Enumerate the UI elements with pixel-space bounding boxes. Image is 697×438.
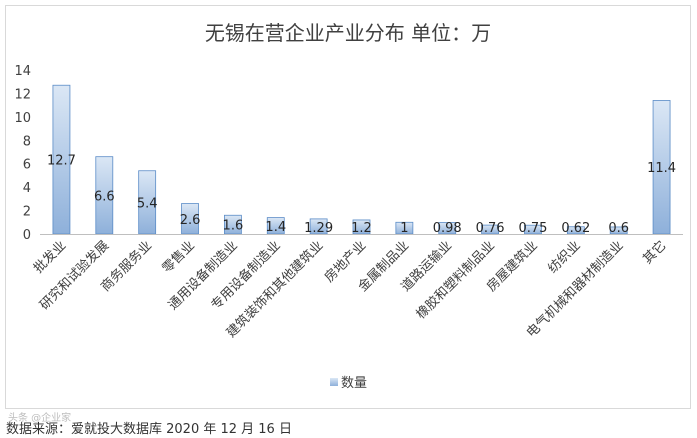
data-label: 0.75 <box>518 221 547 236</box>
data-label: 2.6 <box>180 213 201 228</box>
y-tick-label: 0 <box>23 228 31 243</box>
data-label: 5.4 <box>137 196 158 211</box>
x-tick-label: 其它 <box>640 238 670 268</box>
data-label: 12.7 <box>47 154 76 169</box>
y-tick-label: 14 <box>14 64 31 79</box>
y-tick-label: 4 <box>23 181 31 196</box>
chart-frame <box>5 5 691 409</box>
y-tick-label: 2 <box>23 205 31 220</box>
data-label: 1.4 <box>265 220 286 235</box>
x-tick-label: 纺织业 <box>545 238 583 276</box>
data-label: 0.6 <box>608 221 629 236</box>
watermark: 头条 @企业家 <box>8 413 72 424</box>
y-tick-label: 12 <box>14 87 31 102</box>
x-tick-label: 零售业 <box>159 238 198 277</box>
data-label: 1.2 <box>351 221 372 236</box>
data-label: 11.4 <box>647 161 676 176</box>
x-tick-label: 批发业 <box>30 238 69 277</box>
data-label: 0.62 <box>561 221 590 236</box>
data-labels: 12.7 6.6 5.4 2.6 1.6 1.4 1.29 1.2 1 0.98 0.76 0.75 0… <box>47 154 676 236</box>
data-label: 1.6 <box>223 219 244 234</box>
legend: 数量 <box>330 376 367 391</box>
legend-swatch <box>330 378 338 386</box>
legend-label: 数量 <box>341 376 367 391</box>
data-label: 0.98 <box>433 221 462 236</box>
data-label: 6.6 <box>94 189 115 204</box>
bar-series <box>52 84 671 235</box>
source-note: 数据来源：爱就投大数据库 2020 年 12 月 16 日 <box>6 422 292 437</box>
y-tick-label: 6 <box>23 158 31 173</box>
y-tick-label: 10 <box>14 111 31 126</box>
y-tick-label: 8 <box>23 134 31 149</box>
data-label: 0.76 <box>476 221 505 236</box>
chart-title: 无锡在营企业产业分布 单位：万 <box>205 21 491 45</box>
x-tick-label: 橡胶和塑料制品业 <box>413 238 498 323</box>
y-axis: 0 2 4 6 8 10 12 14 <box>14 64 31 243</box>
data-label: 1.29 <box>304 221 333 236</box>
data-label: 1 <box>400 221 408 236</box>
